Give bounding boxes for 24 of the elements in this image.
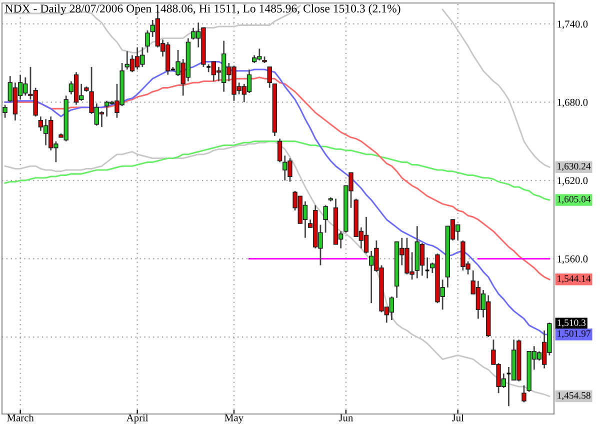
- data-label: 1,605.04: [558, 196, 591, 204]
- data-label: 1,630.24: [558, 162, 591, 171]
- x-tick-label: April: [126, 414, 148, 424]
- data-label: 1,501.97: [558, 330, 591, 338]
- chart-title: NDX - Daily 28/07/2006 Open 1488.06, Hi 1511, Lo 1485.96, Close 1510.3 (2.1%): [5, 4, 400, 15]
- text: 1,510.3: [558, 319, 586, 328]
- candlestick: [522, 384, 526, 403]
- y-tick-label: 1,740.0: [558, 20, 588, 30]
- line-series: [4, 140, 550, 398]
- candlestick: [145, 30, 150, 54]
- y-tick-label: 1,620.0: [558, 177, 588, 186]
- data-label: 1,454.58: [558, 392, 590, 400]
- x-tick-label: March: [7, 414, 34, 422]
- y-tick-label: 1,680.0: [558, 98, 588, 108]
- x-tick-label: Jun: [338, 414, 353, 422]
- candlestick: [323, 204, 328, 234]
- candlestick: [267, 66, 272, 89]
- candlestick: [277, 138, 282, 163]
- data-label: 1,544.14: [558, 275, 591, 284]
- line-series: [4, 140, 550, 201]
- x-tick-label: May: [224, 414, 244, 424]
- y-tick-label: 1,560.0: [558, 255, 588, 264]
- candlestick: [2, 104, 8, 119]
- x-tick-label: Jul: [452, 414, 464, 422]
